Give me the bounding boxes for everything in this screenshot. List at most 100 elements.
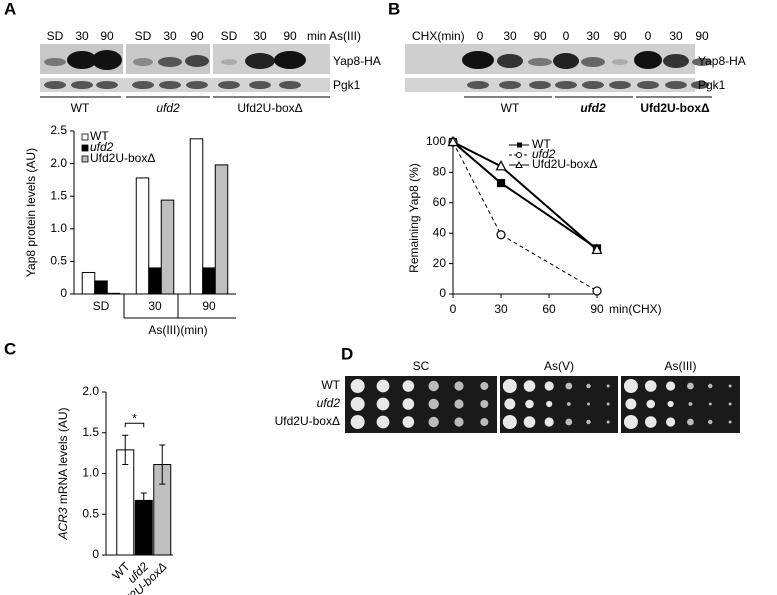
colony-spot [565,418,573,426]
x-tick-label: 90 [590,302,604,316]
medium-label: As(V) [544,359,574,373]
point [591,243,603,255]
lane-label: 0 [645,29,652,43]
y-tick-label: 1.5 [82,425,99,439]
x-tick-label: 60 [542,302,556,316]
colony-spot [525,399,534,409]
colony-spot [687,418,694,426]
colony-spot [350,379,365,393]
strain-label: WT [501,101,520,115]
colony-spot [586,383,591,389]
y-tick-label: 40 [433,225,447,239]
colony-spot [708,402,712,406]
y-tick-label: 2.0 [82,384,99,398]
point [496,230,506,240]
colony-spot [728,420,732,424]
colony-spot [454,399,464,409]
colony-spot [587,402,590,406]
colony-spot [606,402,610,406]
band-label: Pgk1 [333,78,361,92]
colony-spot [523,380,536,392]
lane-unit: min As(III) [307,29,361,43]
bar [202,267,216,295]
colony-spot [544,381,554,391]
y-tick-label: 1.5 [50,188,67,202]
legend-swatch [81,155,89,163]
colony-spot [625,398,637,410]
colony-spot [566,402,571,406]
colony-spot [504,398,516,410]
panel-letter: B [388,0,400,18]
legend-label: WT [532,137,551,151]
x-tick-label: 90 [202,299,216,313]
lane-label: 0 [477,29,484,43]
y-tick-label: 0 [439,286,446,300]
colony-spot [565,382,573,390]
y-axis-label: ACR3 mRNA levels (AU) [56,407,70,540]
strain-label: WT [71,101,90,115]
bar [106,292,121,295]
panel-letter: A [4,0,16,18]
point [447,135,459,147]
colony-spot [350,415,365,429]
spot-assay: SC As(V) As(III) WT ufd2 Ufd2U-boxΔ [275,359,740,433]
band-label: Yap8-HA [333,54,381,68]
legend-swatch [81,133,89,141]
significance-label: * [132,411,137,425]
colony-spot [502,379,517,393]
colony-spot [606,420,610,424]
treatment-label: CHX(min) [412,29,465,43]
lane-label: SD [221,29,238,43]
bar [134,499,153,556]
x-tick-label: 0 [450,302,457,316]
y-axis-label-text: mRNA levels (AU) [56,407,70,504]
colony-spot [376,397,390,411]
lane-label: 30 [503,29,517,43]
colony-spot [586,419,591,425]
legend-label: ufd2 [90,140,114,154]
plate [345,376,497,433]
lane-label: 0 [563,29,570,43]
y-axis-label-gene: ACR3 [56,507,70,540]
error-bar [122,434,129,466]
lane-label: SD [135,29,152,43]
bar [81,271,96,295]
x-axis-label: As(III)(min) [148,323,207,337]
colony-spot [687,382,694,390]
plate [621,376,740,433]
legend-label: ufd2 [532,147,556,161]
band-label: Yap8-HA [698,54,746,68]
colony-spot [646,399,656,409]
colony-spot [644,380,657,392]
strain-label: ufd2 [580,101,606,115]
colony-spot [402,398,415,410]
x-tick-label: 30 [494,302,508,316]
strain-label: Ufd2U-boxΔ [640,101,710,115]
lane-label: 30 [586,29,600,43]
colony-spot [350,397,365,411]
y-tick-label: 0 [92,547,99,561]
bar [135,177,150,295]
colony-spot [728,384,732,388]
lane-label: 90 [533,29,547,43]
colony-spot [402,380,415,392]
error-bar [159,444,166,485]
lane-label: 30 [163,29,177,43]
y-tick-label: 100 [426,134,446,148]
colony-spot [544,417,554,427]
colony-spot [665,417,676,427]
bar [148,267,162,295]
bar [189,138,204,295]
line [452,141,598,292]
colony-spot [428,416,439,428]
bar [116,449,135,556]
lane-label: 30 [75,29,89,43]
legend-label: Ufd2U-boxΔ [90,151,155,165]
y-tick-label: 20 [433,256,447,270]
x-tick-label: 30 [148,299,162,313]
y-tick-label: 0.5 [82,506,99,520]
y-tick-label: 1.0 [50,221,67,235]
legend-label: Ufd2U-boxΔ [532,157,597,171]
